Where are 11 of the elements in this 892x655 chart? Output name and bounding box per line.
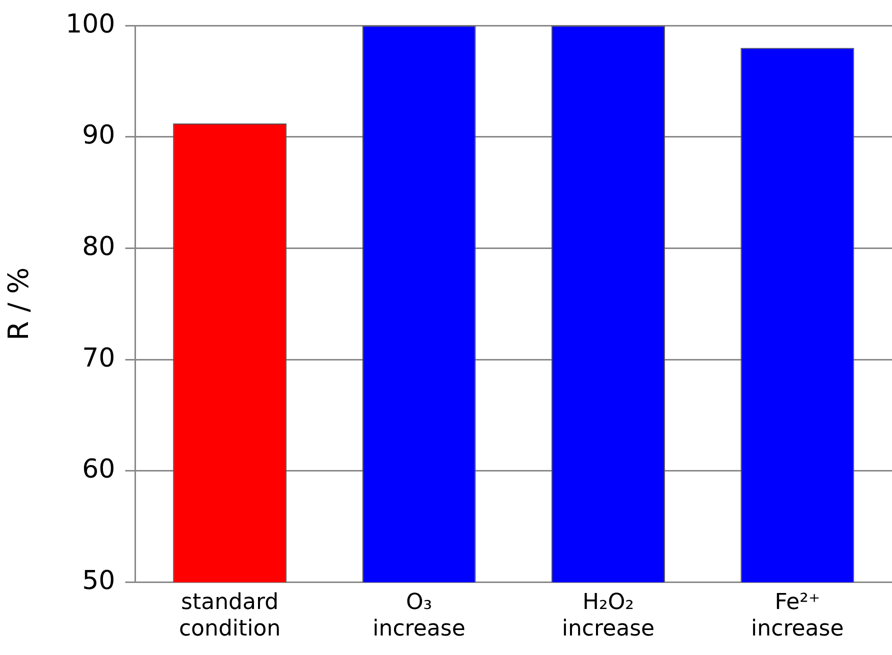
y-tick-label: 60: [82, 454, 116, 485]
y-tick-label: 50: [82, 566, 116, 596]
y-tick-label: 100: [66, 9, 116, 40]
x-tick-label: standard condition: [178, 590, 281, 642]
x-tick-label: H₂O₂ increase: [562, 590, 655, 642]
y-axis-title: R / %: [2, 267, 36, 341]
y-tick-label: 80: [82, 232, 116, 262]
x-tick-label: O₃ increase: [372, 590, 466, 642]
y-tick-label: 90: [82, 120, 116, 151]
x-tick-label: Fe²⁺ increase: [751, 590, 844, 642]
y-tick-label: 70: [82, 343, 116, 374]
